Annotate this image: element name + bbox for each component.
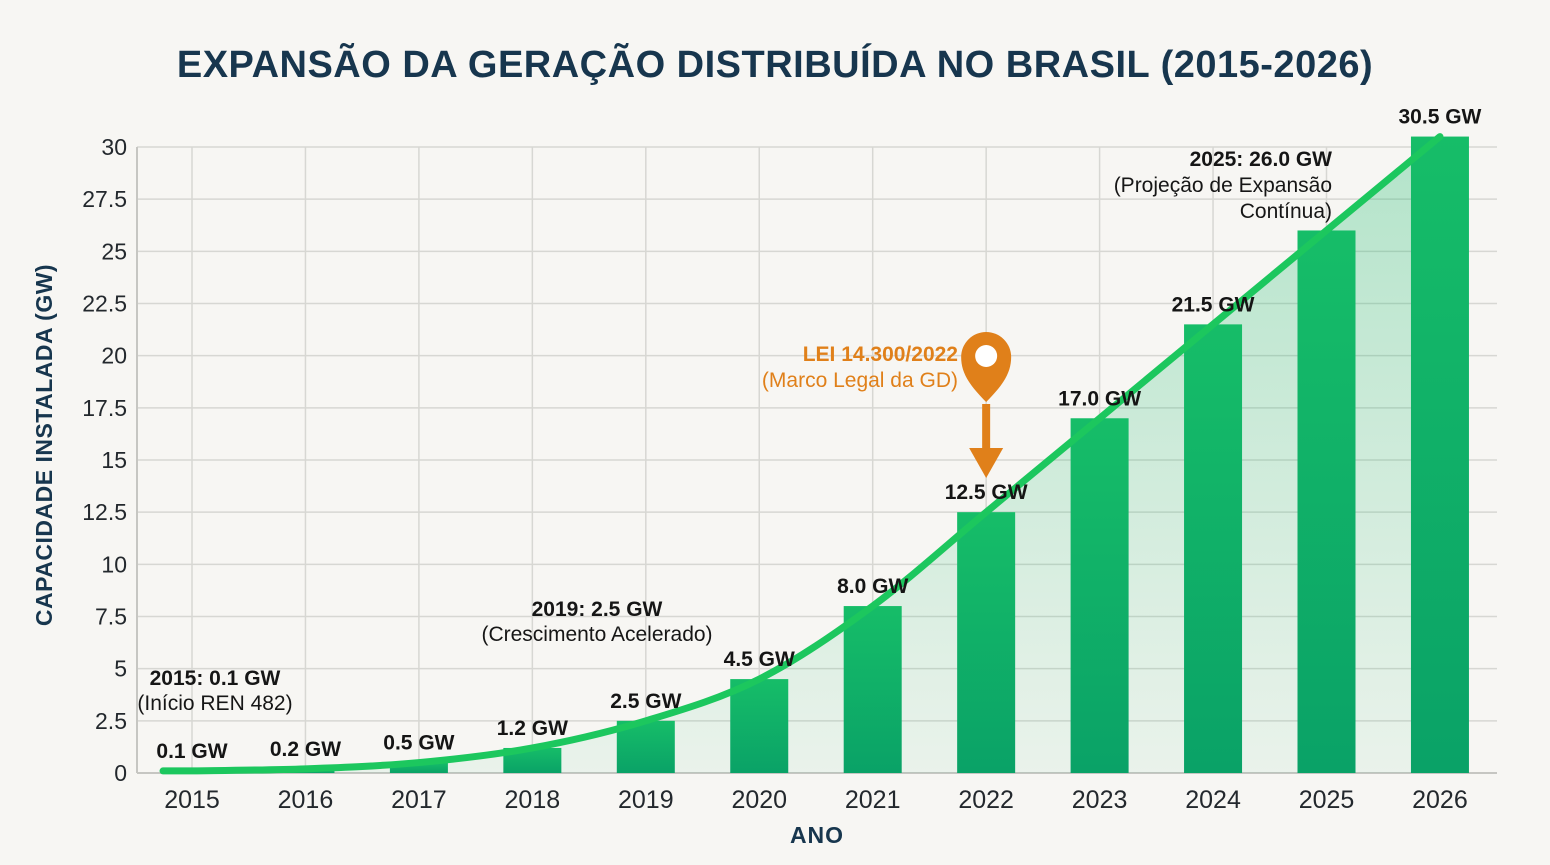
bar-value-label: 4.5 GW <box>724 648 795 671</box>
bar-2017 <box>389 762 448 773</box>
annotation-2025-projection: 2025: 26.0 GW (Projeção de Expansão Cont… <box>1032 147 1332 225</box>
bar-2020 <box>730 679 789 773</box>
bar-value-label: 30.5 GW <box>1399 106 1482 129</box>
y-tick-label: 17.5 <box>82 395 127 421</box>
trend-line <box>159 133 1444 775</box>
bar-value-label: 0.2 GW <box>270 738 341 761</box>
y-tick-label: 2.5 <box>95 708 127 734</box>
bar-value-label: 0.5 GW <box>383 732 454 755</box>
bar-value-label: 21.5 GW <box>1172 293 1255 316</box>
y-tick-label: 22.5 <box>82 291 127 317</box>
annotation-line: 2019: 2.5 GW <box>531 598 663 621</box>
annotation-line: 2025: 26.0 GW <box>1189 148 1332 171</box>
y-tick-labels: 0 2.5 5 7.5 10 12.5 15 17.5 20 22.5 25 27.5 30 <box>82 134 127 786</box>
bar-2025 <box>1297 230 1356 773</box>
x-tick-label: 2025 <box>1299 786 1355 814</box>
bar-2022 <box>957 512 1016 773</box>
y-tick-label: 15 <box>101 447 127 473</box>
annotation-line: Contínua) <box>1239 200 1332 223</box>
annotation-2015-start: 2015: 0.1 GW (Início REN 482) <box>90 666 340 716</box>
bar-value-label: 2.5 GW <box>610 690 681 713</box>
y-tick-label: 5 <box>114 656 127 682</box>
x-tick-label: 2015 <box>164 786 220 814</box>
annotation-line: (Marco Legal da GD) <box>761 369 958 392</box>
lei-marker <box>961 332 1012 478</box>
map-pin-hole <box>975 345 998 367</box>
chart-title: EXPANSÃO DA GERAÇÃO DISTRIBUÍDA NO BRASI… <box>176 44 1374 86</box>
y-axis-title: CAPACIDADE INSTALADA (GW) <box>31 263 57 627</box>
x-tick-label: 2019 <box>618 786 674 814</box>
annotation-2019-growth: 2019: 2.5 GW (Crescimento Acelerado) <box>420 597 774 647</box>
x-tick-label: 2020 <box>731 786 787 814</box>
y-tick-label: 20 <box>101 343 127 369</box>
bar-2024 <box>1184 324 1243 773</box>
trend-area <box>163 136 1440 774</box>
down-arrow-icon <box>969 448 1004 478</box>
bar-2023 <box>1070 418 1129 773</box>
y-tick-label: 30 <box>101 134 127 160</box>
x-tick-label: 2021 <box>845 786 901 814</box>
x-tick-label: 2024 <box>1185 786 1241 814</box>
x-tick-label: 2023 <box>1072 786 1128 814</box>
annotation-lei-14300: LEI 14.300/2022 (Marco Legal da GD) <box>650 342 958 394</box>
annotation-line: LEI 14.300/2022 <box>802 343 958 366</box>
bar-2026 <box>1410 136 1469 774</box>
bars <box>163 136 1469 774</box>
bar-value-label: 8.0 GW <box>837 575 908 598</box>
y-tick-label: 0 <box>114 760 127 786</box>
x-axis-title: ANO <box>789 822 845 848</box>
bar-value-label: 1.2 GW <box>497 717 568 740</box>
bar-value-labels: 0.1 GW 0.2 GW 0.5 GW 1.2 GW 2.5 GW 4.5 GW 8.0 … <box>156 106 1481 763</box>
y-tick-label: 7.5 <box>95 604 127 630</box>
x-tick-label: 2022 <box>958 786 1014 814</box>
annotation-line: (Crescimento Acelerado) <box>481 623 713 646</box>
y-tick-label: 27.5 <box>82 186 127 212</box>
y-tick-label: 12.5 <box>82 499 127 525</box>
x-tick-labels: 2015 2016 2017 2018 2019 2020 2021 2022 2023 2024… <box>164 786 1468 814</box>
x-tick-label: 2017 <box>391 786 447 814</box>
x-tick-label: 2016 <box>278 786 334 814</box>
bar-value-label: 0.1 GW <box>156 740 227 763</box>
x-tick-label: 2018 <box>505 786 561 814</box>
bar-value-label: 17.0 GW <box>1058 387 1141 410</box>
x-tick-label: 2026 <box>1412 786 1468 814</box>
annotation-line: (Projeção de Expansão <box>1113 174 1332 197</box>
bar-2021 <box>843 606 902 773</box>
bar-value-label: 12.5 GW <box>945 481 1028 504</box>
y-tick-label: 25 <box>101 238 127 264</box>
annotation-line: 2015: 0.1 GW <box>149 667 281 690</box>
y-tick-label: 10 <box>101 551 127 577</box>
annotation-line: (Início REN 482) <box>137 692 293 715</box>
